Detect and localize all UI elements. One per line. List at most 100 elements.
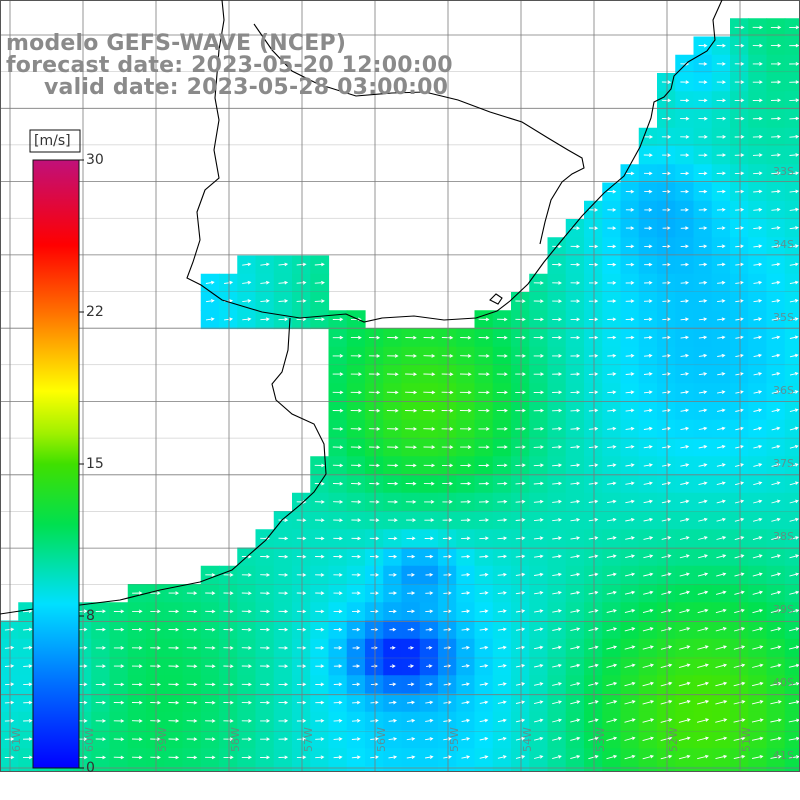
wind-arrow [662, 208, 671, 212]
wind-arrow [570, 244, 581, 249]
wind-arrow [716, 207, 726, 212]
wind-arrow [753, 444, 763, 449]
wind-arrow [95, 719, 107, 723]
wind-arrow [368, 427, 381, 431]
wind-arrow [460, 445, 472, 449]
wind-arrow [679, 536, 690, 540]
wind-arrow [442, 463, 454, 468]
wind-arrow [223, 591, 234, 595]
wind-arrow [113, 664, 125, 668]
wind-arrow [223, 700, 234, 705]
wind-arrow [533, 518, 544, 522]
wind-arrow [131, 664, 143, 668]
wind-arrow [296, 755, 307, 760]
wind-arrow [789, 25, 800, 30]
wind-arrow [570, 554, 581, 559]
map-title: modelo GEFS-WAVE (NCEP) [6, 31, 347, 56]
wind-arrow [386, 372, 399, 377]
wind-arrow [644, 280, 653, 285]
wind-arrow [696, 736, 710, 741]
wind-arrow [680, 390, 690, 394]
wind-arrow [735, 317, 744, 321]
wind-arrow [443, 591, 452, 595]
wind-arrow [368, 408, 381, 413]
wind-arrow [351, 718, 361, 723]
wind-arrow [260, 262, 270, 267]
wind-arrow [369, 500, 380, 504]
wind-arrow [352, 774, 360, 777]
wind-cell [237, 766, 257, 772]
wind-arrow [625, 281, 635, 285]
wind-arrow [460, 481, 472, 486]
wind-arrow [460, 499, 472, 504]
wind-arrow [715, 700, 728, 705]
wind-arrow [23, 664, 33, 668]
wind-arrow [735, 207, 745, 212]
wind-arrow [406, 536, 416, 541]
wind-arrow [278, 719, 289, 723]
wind-arrow [643, 554, 654, 559]
wind-arrow [368, 354, 381, 358]
wind-arrow [716, 116, 727, 121]
wind-arrow [441, 408, 454, 413]
wind-arrow [496, 335, 508, 340]
wind-cell [0, 766, 19, 772]
wind-arrow [698, 517, 708, 522]
wind-arrow [350, 354, 362, 358]
wind-arrow [770, 80, 782, 84]
wind-arrow [661, 80, 672, 84]
wind-arrow [552, 627, 562, 632]
wind-arrow [386, 427, 399, 431]
wind-arrow [679, 627, 691, 632]
wind-arrow [497, 518, 508, 522]
wind-arrow [23, 682, 33, 687]
wind-arrow [515, 408, 526, 413]
wind-arrow [260, 700, 271, 705]
wind-arrow [752, 536, 763, 541]
wind-arrow [278, 737, 289, 741]
wind-arrow [260, 682, 271, 687]
wind-arrow [278, 518, 289, 522]
wind-cell [127, 766, 147, 772]
wind-arrow [278, 280, 289, 285]
wind-arrow [752, 608, 764, 614]
wind-arrow [352, 664, 361, 668]
wind-arrow [662, 445, 672, 449]
wind-arrow [643, 481, 653, 486]
wind-arrow [388, 755, 398, 759]
wind-arrow [751, 700, 764, 705]
wind-arrow [515, 335, 526, 340]
wind-arrow [315, 682, 325, 687]
wind-cell [365, 766, 384, 772]
wind-cell [438, 766, 457, 772]
wind-arrow [533, 755, 544, 759]
wind-arrow [352, 700, 361, 705]
wind-arrow [515, 372, 526, 376]
wind-arrow [660, 736, 673, 742]
wind-arrow [552, 572, 562, 577]
wind-arrow [441, 372, 454, 377]
wind-arrow [460, 335, 472, 340]
wind-arrow [242, 774, 251, 777]
wind-arrow [296, 280, 307, 285]
wind-arrow [570, 262, 581, 267]
wind-arrow [552, 682, 563, 686]
wind-arrow [552, 755, 562, 760]
wind-arrow [278, 573, 289, 577]
wind-arrow [698, 444, 708, 449]
wind-arrow [734, 153, 745, 157]
wind-arrow [515, 426, 526, 431]
wind-arrow [460, 463, 472, 468]
wind-arrow [642, 754, 655, 760]
wind-arrow [552, 463, 563, 468]
lat-label: 36S [773, 384, 794, 397]
wind-arrow [570, 645, 581, 650]
wind-arrow [405, 372, 418, 377]
wind-arrow [533, 354, 544, 358]
wind-arrow [370, 627, 379, 632]
wind-arrow [388, 718, 398, 723]
wind-arrow [662, 408, 671, 413]
wind-arrow [408, 646, 415, 650]
wind-arrow [588, 590, 599, 595]
wind-arrow [607, 774, 617, 777]
